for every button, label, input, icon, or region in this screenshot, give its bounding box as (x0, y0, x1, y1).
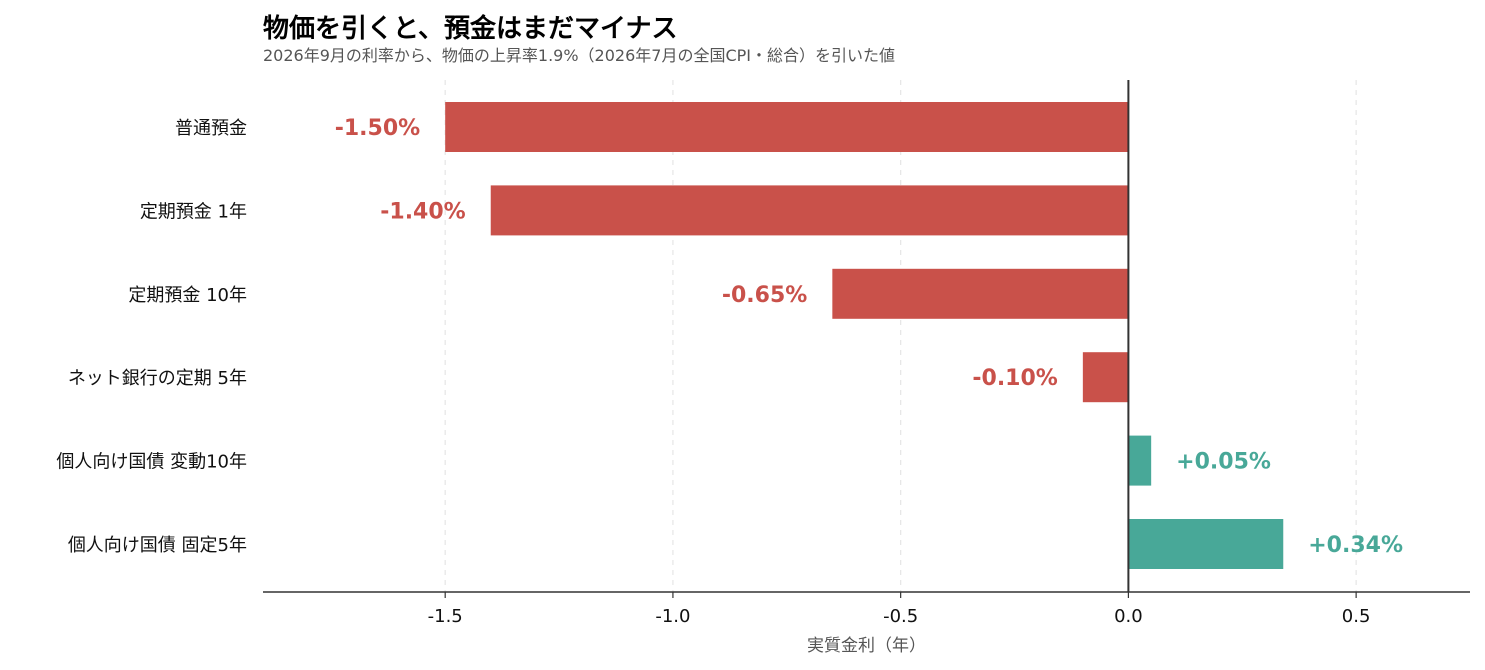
bar (445, 102, 1129, 152)
x-tick-label: -0.5 (883, 606, 918, 627)
category-label: ネット銀行の定期 5年 (68, 368, 247, 389)
value-label: -1.50% (335, 116, 420, 141)
category-label: 個人向け国債 固定5年 (68, 535, 247, 556)
bar (1128, 519, 1284, 569)
grid-lines (444, 80, 1357, 592)
x-axis-label: 実質金利（年） (807, 636, 926, 656)
category-label: 個人向け国債 変動10年 (56, 452, 247, 473)
value-label: -1.40% (380, 199, 465, 224)
value-label: -0.65% (722, 283, 807, 308)
category-label: 普通預金 (175, 118, 247, 139)
value-label: +0.05% (1176, 450, 1271, 475)
x-tick-label: -1.0 (655, 606, 690, 627)
bars (445, 102, 1284, 569)
bar (832, 268, 1129, 319)
category-label: 定期預金 10年 (128, 285, 247, 306)
value-label: +0.34% (1308, 533, 1403, 558)
x-tick-label: -1.5 (428, 606, 463, 627)
category-label: 定期預金 1年 (140, 201, 247, 222)
chart-subtitle: 2026年9月の利率から、物価の上昇率1.9%（2026年7月の全国CPI・総合… (263, 46, 895, 65)
bar (1128, 435, 1152, 486)
x-tick-label: 0.0 (1114, 606, 1143, 627)
chart-title: 物価を引くと、預金はまだマイナス (263, 14, 678, 44)
bar (1082, 352, 1129, 403)
axes (263, 80, 1470, 598)
value-label: -0.10% (972, 366, 1057, 391)
bar (490, 185, 1129, 236)
x-tick-label: 0.5 (1342, 606, 1371, 627)
